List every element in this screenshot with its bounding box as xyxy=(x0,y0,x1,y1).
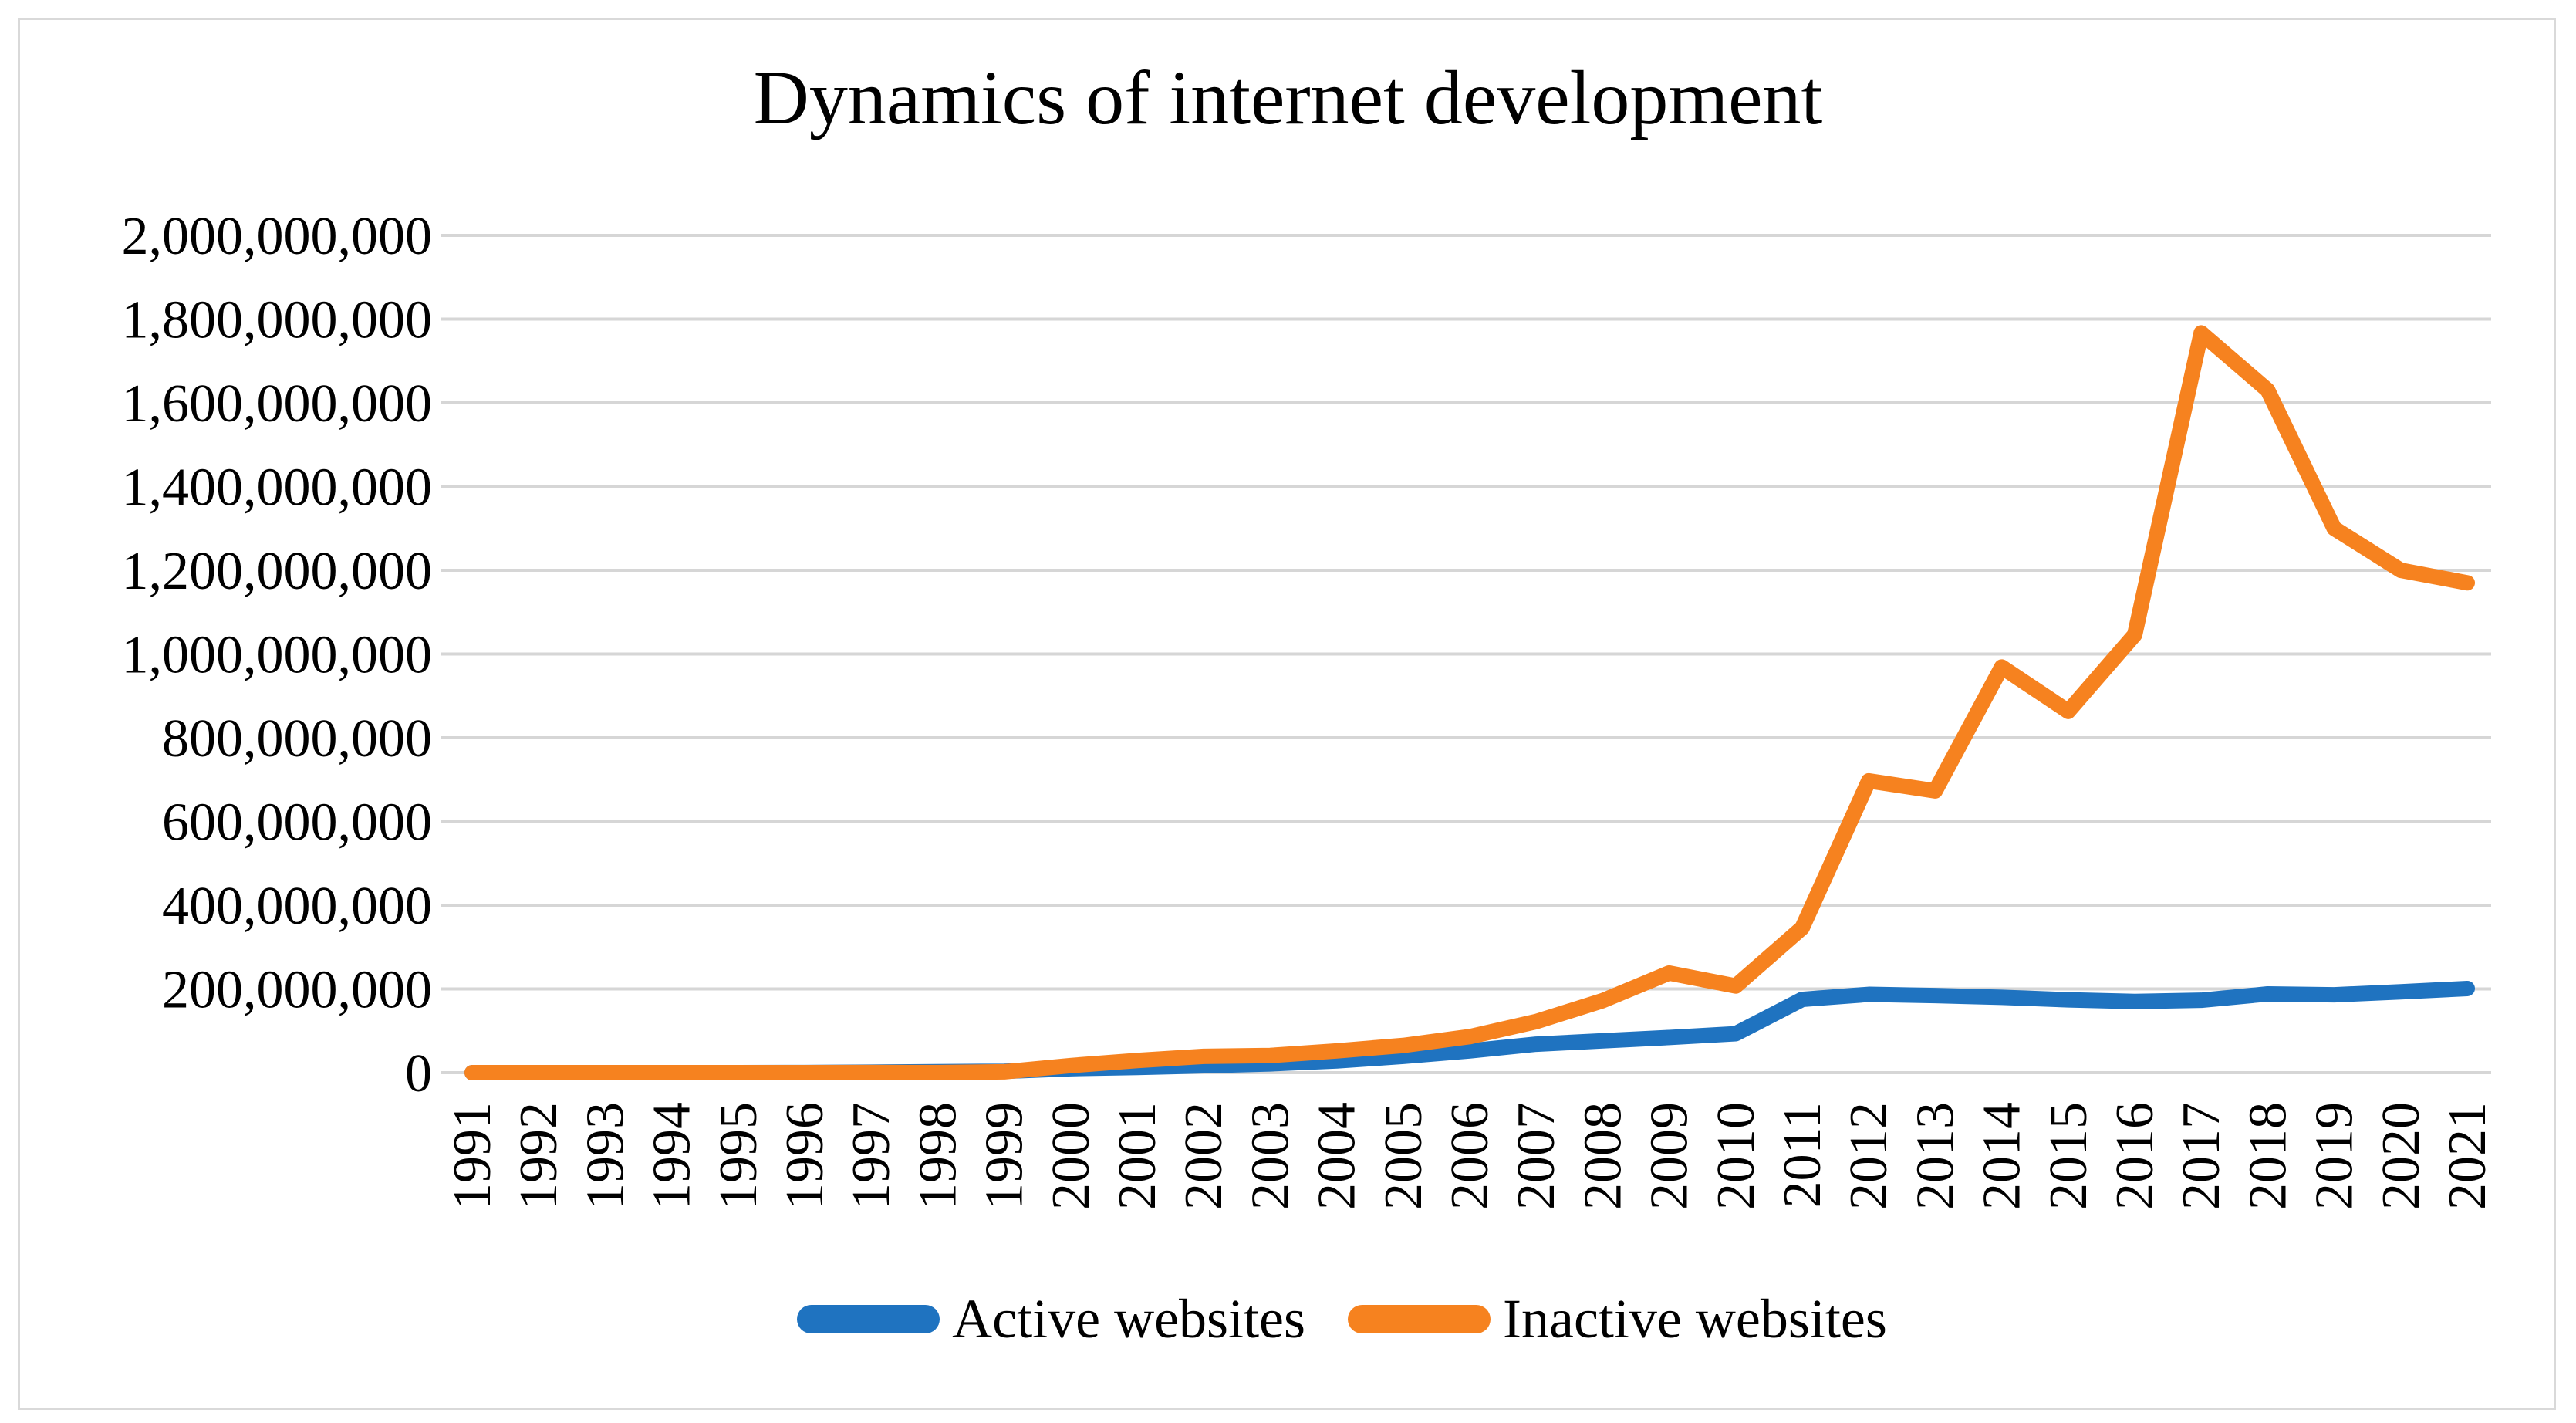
inactive-websites-line xyxy=(464,325,2475,1080)
legend-label-inactive-websites: Inactive websites xyxy=(1503,1288,1887,1350)
legend-item-active-websites: Active websites xyxy=(797,1287,1305,1351)
x-tick-label: 2006 xyxy=(1440,1102,1500,1210)
x-tick-label: 2000 xyxy=(1042,1102,1101,1210)
active-websites-swatch xyxy=(797,1305,940,1333)
y-tick-label: 1,800,000,000 xyxy=(122,291,433,350)
y-tick-label: 1,200,000,000 xyxy=(122,542,433,601)
y-tick-label: 1,400,000,000 xyxy=(122,458,433,518)
x-tick-label: 2011 xyxy=(1773,1102,1832,1208)
x-tick-label: 2017 xyxy=(2172,1102,2231,1210)
y-tick-label: 1,600,000,000 xyxy=(122,374,433,434)
series-lines xyxy=(464,325,2475,1080)
y-tick-label: 600,000,000 xyxy=(162,793,432,853)
x-tick-label: 2015 xyxy=(2039,1102,2098,1210)
x-tick-label: 2001 xyxy=(1108,1102,1167,1210)
x-tick-label: 2013 xyxy=(1906,1102,1965,1210)
x-axis-labels: 1991 1992 1993 1994 1995 1996 1997 1998 1999 2000… xyxy=(443,1102,2497,1210)
x-tick-label: 2018 xyxy=(2238,1102,2297,1210)
x-tick-label: 1993 xyxy=(576,1102,635,1210)
x-tick-label: 2021 xyxy=(2438,1102,2497,1210)
x-tick-label: 2012 xyxy=(1839,1102,1899,1210)
x-tick-label: 2010 xyxy=(1707,1102,1766,1210)
x-tick-label: 1998 xyxy=(908,1102,967,1210)
x-tick-label: 2004 xyxy=(1308,1102,1367,1210)
x-tick-label: 2020 xyxy=(2372,1102,2431,1210)
y-tick-label: 2,000,000,000 xyxy=(122,207,433,266)
gridlines xyxy=(441,234,2491,1074)
inactive-websites-swatch xyxy=(1348,1305,1491,1333)
chart-title: Dynamics of internet development xyxy=(753,55,1823,140)
x-tick-label: 2005 xyxy=(1374,1102,1433,1210)
legend-item-inactive-websites: Inactive websites xyxy=(1348,1287,1887,1351)
x-tick-label: 1994 xyxy=(643,1102,702,1210)
y-tick-label: 400,000,000 xyxy=(162,877,432,936)
x-tick-label: 2014 xyxy=(1973,1102,2032,1210)
x-tick-label: 2003 xyxy=(1241,1102,1300,1210)
x-tick-label: 2002 xyxy=(1174,1102,1234,1210)
x-tick-label: 2007 xyxy=(1507,1102,1566,1210)
y-tick-label: 200,000,000 xyxy=(162,961,432,1020)
chart-legend: Active websites Inactive websites xyxy=(54,1287,2576,1351)
x-tick-label: 1995 xyxy=(709,1102,768,1210)
legend-label-active-websites: Active websites xyxy=(952,1288,1306,1350)
y-tick-label: 1,000,000,000 xyxy=(122,626,433,685)
x-tick-label: 2016 xyxy=(2105,1102,2165,1210)
x-tick-label: 2008 xyxy=(1573,1102,1632,1210)
x-tick-label: 1991 xyxy=(443,1102,502,1210)
x-tick-label: 2019 xyxy=(2305,1102,2365,1210)
x-tick-label: 1997 xyxy=(842,1102,901,1210)
y-tick-label: 800,000,000 xyxy=(162,709,432,769)
y-tick-label: 0 xyxy=(405,1044,432,1104)
x-tick-label: 1996 xyxy=(775,1102,835,1210)
x-tick-label: 2009 xyxy=(1640,1102,1700,1210)
x-tick-label: 1992 xyxy=(509,1102,569,1210)
y-axis-labels: 0 200,000,000 400,000,000 600,000,000 800,00… xyxy=(122,207,433,1104)
x-tick-label: 1999 xyxy=(975,1102,1035,1210)
